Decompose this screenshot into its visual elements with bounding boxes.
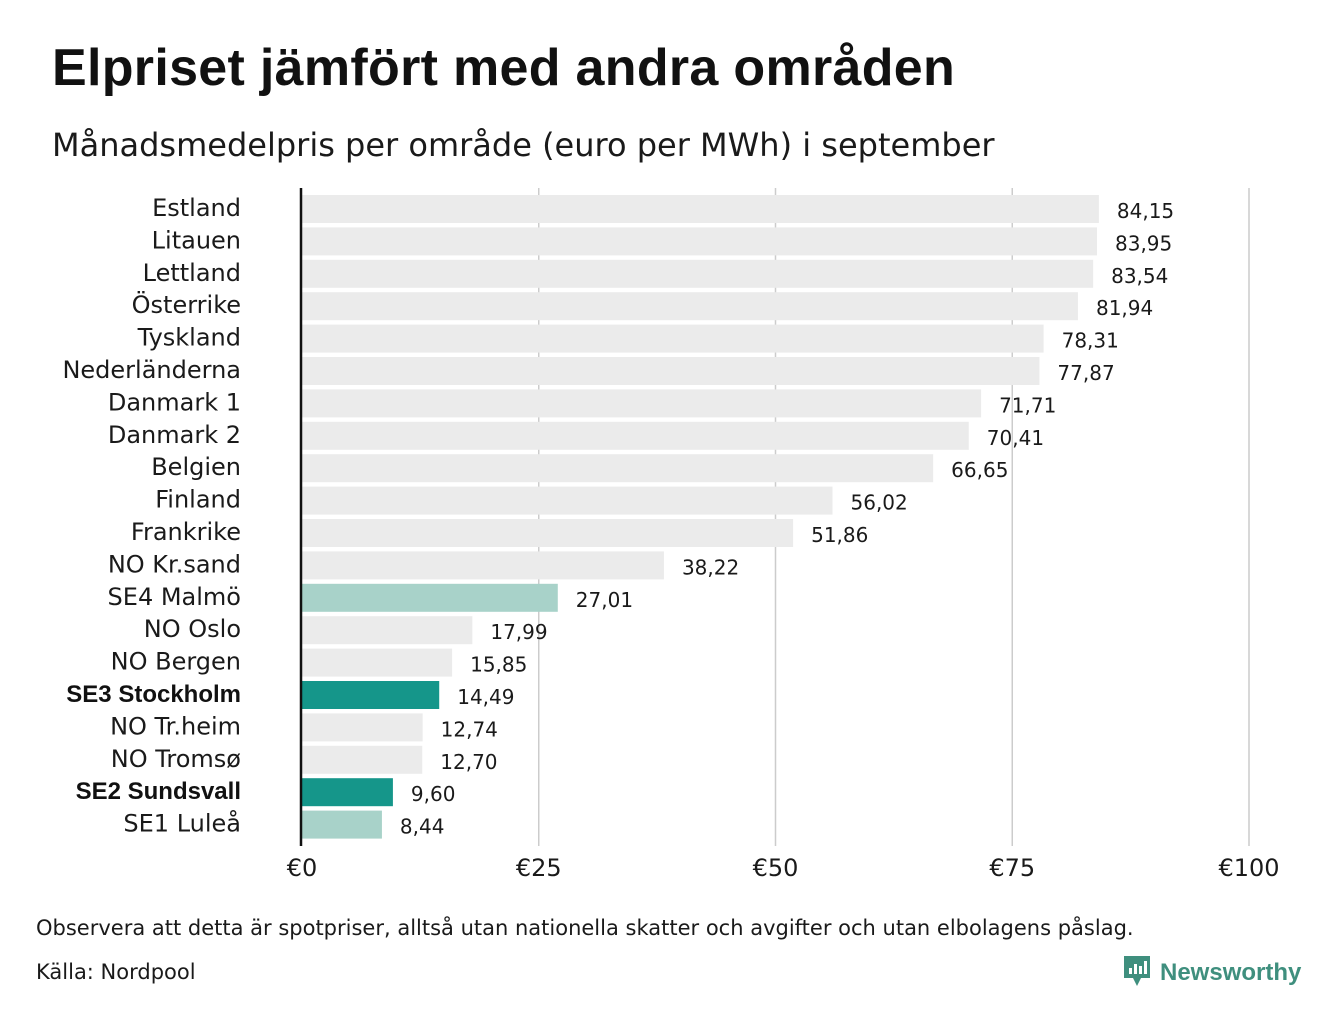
category-label: SE1 Luleå [123,809,241,838]
category-label: Belgien [151,453,241,481]
bar [302,227,1098,256]
bar [302,519,794,547]
chart-title: Elpriset jämfört med andra områden [52,39,956,97]
value-label: 56,02 [851,491,908,515]
bar [302,421,969,450]
value-label: 66,65 [951,458,1008,482]
footnote: Observera att detta är spotpriser, allts… [36,916,1134,940]
value-label: 12,74 [441,717,498,741]
category-label: Finland [155,486,241,514]
value-label: 27,01 [576,588,633,612]
category-labels: Estland Litauen Lettland Österrike Tyskland N… [62,194,241,838]
bars [302,195,1099,839]
x-tick-label: €25 [516,854,562,882]
x-tick-label: €100 [1218,854,1279,882]
value-label: 12,70 [440,750,497,774]
value-label: 38,22 [682,555,739,579]
category-label: NO Bergen [111,648,241,676]
category-label: Österrike [132,290,241,319]
category-label: SE4 Malmö [108,583,241,611]
x-axis-ticks: €0 €25 €50 €75 €100 [287,854,1280,882]
category-label: Tyskland [137,324,241,352]
value-label: 51,86 [811,523,868,547]
value-label: 17,99 [490,620,547,644]
bar [302,778,393,807]
bar [302,259,1094,288]
bar [302,583,558,612]
category-label: SE2 Sundsvall [76,778,241,805]
bar [302,616,473,645]
chart-subtitle: Månadsmedelpris per område (euro per MWh… [52,126,995,164]
bar [302,713,423,742]
value-label: 9,60 [411,782,456,806]
bar [302,292,1078,321]
bar [302,486,833,515]
value-label: 77,87 [1057,361,1114,385]
value-label: 70,41 [987,426,1044,450]
value-label: 8,44 [400,815,445,839]
category-label: NO Oslo [144,615,241,643]
source-text: Källa: Nordpool [36,960,196,984]
brand-name: Newsworthy [1160,959,1302,986]
value-label: 81,94 [1096,296,1153,320]
bar [302,745,423,774]
category-label: NO Kr.sand [108,550,241,578]
bar [302,454,934,483]
category-label: Litauen [152,226,241,254]
value-label: 78,31 [1062,329,1119,353]
bar [302,681,440,709]
x-tick-label: €50 [753,854,799,882]
bar [302,324,1044,353]
x-tick-label: €75 [989,854,1035,882]
value-label: 83,54 [1111,264,1168,288]
category-label: NO Tr.heim [110,712,241,740]
value-label: 84,15 [1117,199,1174,223]
category-label: Danmark 1 [108,388,241,416]
bar [302,195,1099,223]
bar [302,551,664,580]
category-label: SE3 Stockholm [66,681,241,708]
value-label: 14,49 [457,685,514,709]
value-label: 71,71 [999,393,1056,417]
category-label: Frankrike [131,518,241,546]
category-label: Estland [152,194,241,222]
bar [302,357,1040,385]
bar [302,389,982,418]
bar [302,810,382,839]
category-label: Danmark 2 [108,421,241,449]
x-tick-label: €0 [287,854,318,882]
category-label: Nederländerna [62,356,241,384]
bar-chart: Estland Litauen Lettland Österrike Tyskland N… [62,188,1280,882]
newsworthy-logo-icon [1122,954,1152,992]
value-label: 83,95 [1115,231,1172,255]
value-label: 15,85 [470,653,527,677]
category-label: Lettland [143,259,241,287]
category-label: NO Tromsø [111,745,241,773]
brand-logo: Newsworthy [1122,954,1301,992]
bar [302,648,453,677]
